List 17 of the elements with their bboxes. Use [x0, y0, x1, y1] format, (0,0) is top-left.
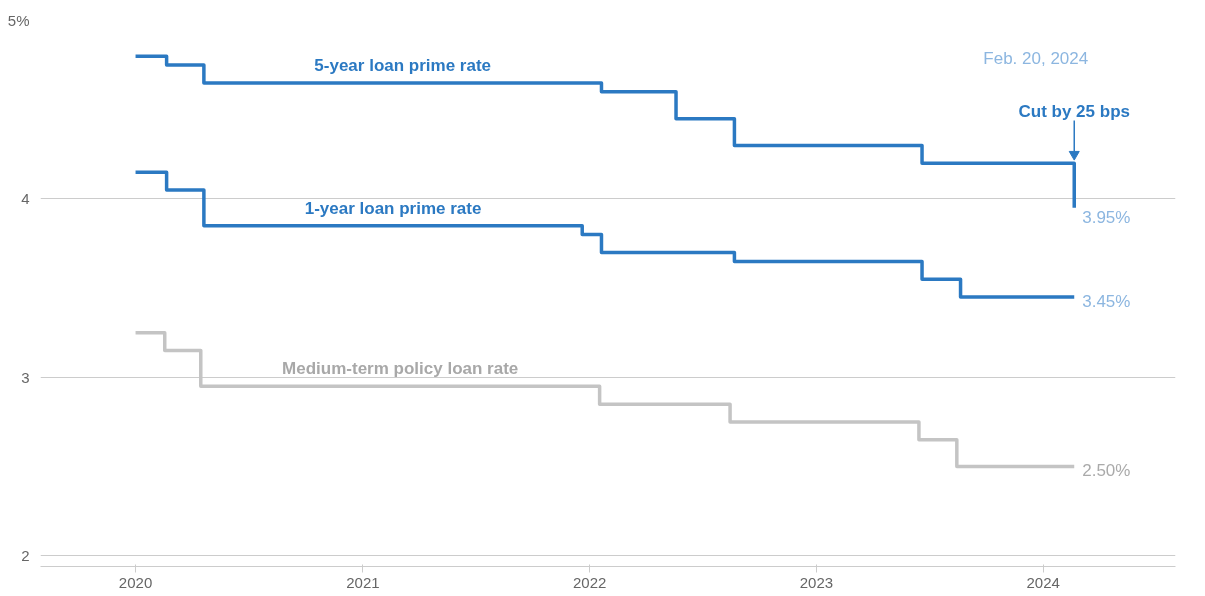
- y-tick-label: 2: [21, 547, 30, 565]
- annotation: 3.45%: [1082, 291, 1131, 311]
- x-tick-label: 2024: [1026, 573, 1060, 591]
- x-tick-label: 2023: [799, 573, 834, 591]
- series-label: 1-year loan prime rate: [304, 198, 482, 218]
- series-label: Medium-term policy loan rate: [282, 359, 519, 379]
- annotation: 3.95%: [1082, 208, 1131, 228]
- y-tick-label: 4: [21, 190, 30, 208]
- annotation: Feb. 20, 2024: [983, 49, 1089, 68]
- x-tick-label: 2020: [118, 573, 153, 591]
- y-tick-label: 3: [21, 368, 30, 386]
- y-tick-label: 5%: [7, 12, 30, 29]
- series-label: 5-year loan prime rate: [314, 55, 492, 75]
- x-tick-label: 2021: [346, 573, 380, 591]
- x-tick-label: 2022: [572, 573, 607, 591]
- annotation: 2.50%: [1082, 461, 1131, 481]
- annotation: Cut by 25 bps: [1018, 101, 1130, 121]
